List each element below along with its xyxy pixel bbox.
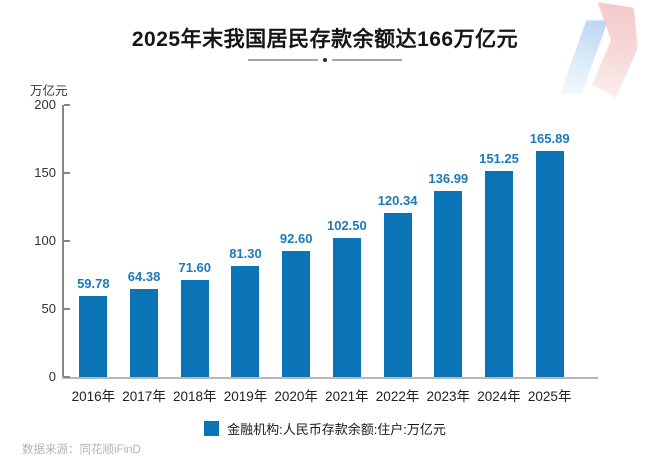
bar-value-label: 165.89 — [529, 131, 570, 147]
bar-value-label: 102.50 — [326, 217, 367, 233]
bar-chart: 0 50 100 150 200 59.78 64.38 71.60 81.30 92.60 10… — [34, 97, 598, 404]
x-tick-label: 2022年 — [375, 389, 420, 404]
y-tick-mark — [64, 240, 70, 242]
x-tick-label: 2024年 — [477, 389, 521, 404]
bar — [383, 213, 412, 377]
bars-area: 59.78 64.38 71.60 81.30 92.60 102.50 120.34 136… — [68, 105, 575, 377]
bar — [79, 295, 108, 377]
bar-value-label: 64.38 — [127, 269, 161, 285]
y-tick-label: 0 — [48, 369, 56, 384]
data-source: 数据来源：同花顺iFinD — [22, 444, 141, 456]
x-tick-label: 2016年 — [71, 389, 116, 404]
y-tick-label: 150 — [34, 165, 56, 180]
bar-slot: 151.25 — [474, 105, 525, 377]
title-divider — [248, 58, 402, 62]
bar-value-label: 59.78 — [77, 275, 110, 291]
y-tick-mark — [64, 172, 70, 174]
bar-slot: 59.78 — [68, 105, 119, 377]
x-tick-label: 2019年 — [223, 389, 268, 404]
x-tick-label: 2021年 — [325, 389, 369, 404]
bar-slot: 136.99 — [423, 105, 474, 377]
chart-title: 2025年末我国居民存款余额达166万亿元 — [131, 28, 519, 51]
bar — [434, 190, 463, 377]
bar-slot: 64.38 — [119, 105, 170, 377]
y-axis-unit-label: 万亿元 — [30, 84, 68, 98]
bar-slot: 81.30 — [220, 105, 271, 377]
bar — [535, 151, 564, 377]
y-axis-line — [62, 105, 64, 377]
bar — [332, 237, 361, 377]
x-tick-label: 2023年 — [426, 389, 471, 404]
bar-value-label: 136.99 — [428, 170, 469, 186]
x-tick-label: 2017年 — [122, 389, 166, 404]
bar-value-label: 92.60 — [279, 231, 313, 247]
bar — [231, 266, 260, 377]
divider-line-left — [248, 59, 318, 61]
y-tick-mark — [64, 104, 70, 106]
x-axis-labels: 2016年 2017年 2018年 2019年 2020年 2021年 2022年 2023年… — [68, 385, 575, 405]
y-tick-label: 50 — [41, 301, 56, 316]
bar-value-label: 81.30 — [229, 246, 262, 262]
y-tick-mark — [64, 376, 70, 378]
bar-slot: 102.50 — [322, 105, 373, 377]
bar-value-label: 71.60 — [178, 259, 212, 275]
y-tick-mark — [64, 308, 70, 310]
y-tick-label: 200 — [34, 97, 56, 112]
bar-value-label: 120.34 — [377, 193, 418, 209]
divider-line-right — [332, 59, 402, 61]
bar-value-label: 151.25 — [479, 151, 519, 167]
x-tick-label: 2018年 — [172, 389, 217, 404]
x-tick-label: 2020年 — [274, 389, 318, 404]
y-tick-label: 100 — [34, 233, 56, 248]
divider-dot — [323, 58, 327, 62]
legend: 金融机构:人民币存款余额:住户:万亿元 — [0, 419, 650, 438]
x-axis-line — [62, 377, 598, 379]
bar — [130, 289, 159, 377]
bar — [282, 251, 311, 377]
bar — [484, 171, 513, 377]
legend-swatch — [204, 421, 220, 436]
bar — [180, 279, 209, 377]
bar-slot: 120.34 — [372, 105, 423, 377]
bar-slot: 165.89 — [524, 105, 575, 377]
legend-label: 金融机构:人民币存款余额:住户:万亿元 — [227, 422, 446, 437]
x-tick-label: 2025年 — [527, 389, 572, 404]
bar-slot: 71.60 — [169, 105, 220, 377]
bar-slot: 92.60 — [271, 105, 322, 377]
